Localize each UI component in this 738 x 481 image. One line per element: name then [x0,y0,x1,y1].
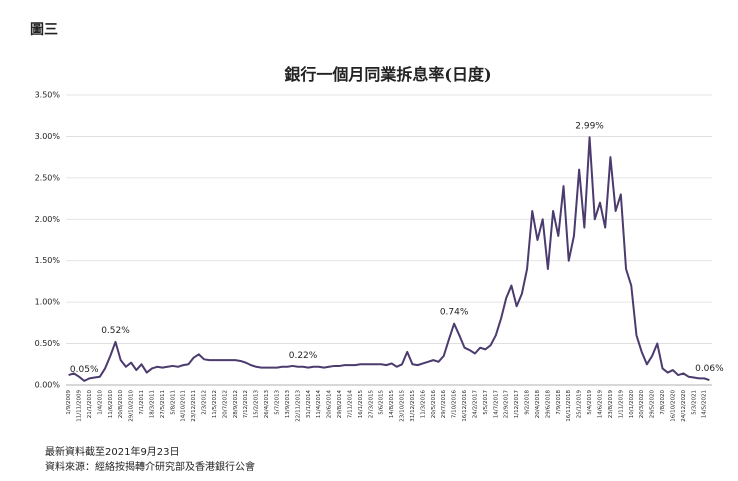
x-tick-label: 27/5/2011 [160,390,166,418]
data-label: 0.74% [440,308,469,318]
x-tick-label: 11/3/2016 [420,390,426,419]
x-tick-label: 11/5/2012 [212,390,218,418]
x-tick-label: 11/11/2009 [77,390,83,422]
x-tick-label: 5/3/2021 [691,390,697,415]
x-tick-label: 16/12/2016 [462,390,468,422]
x-tick-label: 20/8/2010 [118,390,124,419]
x-tick-label: 14/7/2017 [493,390,499,419]
x-tick-label: 29/7/2016 [441,390,447,419]
x-tick-label: 14/6/2019 [597,390,603,419]
x-tick-label: 26/4/2013 [264,390,270,419]
data-label: 0.52% [101,326,130,336]
x-tick-label: 1/9/2009 [66,390,72,415]
y-tick-label: 3.00% [35,132,61,141]
x-tick-label: 7/11/2014 [347,390,353,419]
x-tick-label: 20/5/2016 [431,390,437,419]
x-tick-label: 13/9/2013 [285,390,291,419]
x-tick-label: 9/2/2018 [525,390,531,415]
x-tick-label: 31/12/2015 [410,390,416,422]
x-tick-label: 14/10/2011 [181,390,187,422]
x-tick-label: 1/4/2010 [97,390,103,415]
x-tick-label: 18/3/2011 [149,390,155,418]
x-tick-label: 7/12/2012 [243,390,249,418]
y-tick-label: 1.00% [35,298,61,307]
x-tick-label: 7/9/2018 [556,390,562,415]
x-tick-label: 22/9/2017 [504,390,510,419]
data-line [68,136,710,382]
x-tick-label: 20/6/2014 [327,390,333,419]
x-tick-label: 24/12/2020 [681,390,687,422]
x-tick-label: 1/11/2019 [618,390,624,419]
y-tick-label: 0.50% [35,339,61,348]
y-tick-label: 0.00% [35,381,61,390]
x-tick-label: 27/3/2015 [368,390,374,419]
data-label: 0.22% [289,351,318,361]
data-label: 2.99% [575,121,604,131]
x-tick-label: 25/1/2019 [577,390,583,419]
x-tick-label: 5/8/2011 [170,390,176,415]
x-tick-label: 29/6/2018 [545,390,551,419]
x-tick-label: 31/1/2014 [306,390,312,419]
x-tick-label: 5/4/2019 [587,390,593,415]
figure-label: 圖三 [30,21,58,38]
x-tick-label: 24/2/2017 [472,390,478,419]
x-tick-label: 29/5/2020 [650,390,656,419]
x-tick-label: 20/7/2012 [222,390,228,418]
note: 資料來源：經絡按揭轉介研究部及香港銀行公會 [45,460,255,473]
x-tick-label: 15/2/2013 [254,390,260,419]
x-tick-label: 5/7/2013 [274,390,280,415]
y-tick-label: 1.50% [35,256,61,265]
y-tick-label: 3.50% [35,91,61,100]
x-tick-label: 7/10/2016 [452,390,458,419]
x-tick-label: 21/1/2010 [87,390,93,419]
x-tick-label: 10/1/2020 [629,390,635,419]
x-tick-label: 16/10/2020 [670,390,676,422]
x-tick-label: 1/12/2017 [514,390,520,419]
x-tick-label: 28/9/2012 [233,390,239,418]
x-tick-label: 11/6/2010 [108,390,114,419]
x-tick-label: 5/5/2017 [483,390,489,415]
x-tick-label: 29/8/2014 [337,390,343,419]
chart-title: 銀行一個月同業拆息率(日度) [284,65,491,84]
data-label: 0.05% [70,365,99,375]
x-tick-label: 23/10/2015 [400,390,406,422]
x-tick-label: 20/4/2018 [535,390,541,419]
y-tick-label: 2.50% [35,173,61,182]
x-tick-label: 23/12/2011 [191,390,197,422]
x-tick-label: 2/3/2012 [202,390,208,415]
data-label: 0.06% [695,364,724,374]
x-tick-label: 29/10/2010 [129,390,135,422]
x-tick-label: 16/1/2015 [358,390,364,419]
note: 最新資料截至2021年9月23日 [45,445,180,458]
x-tick-label: 14/8/2015 [389,390,395,419]
x-tick-label: 16/11/2018 [566,390,572,422]
x-tick-label: 23/8/2019 [608,390,614,419]
x-tick-label: 22/11/2013 [295,390,301,422]
x-tick-label: 14/5/2021 [702,390,708,418]
x-tick-label: 5/6/2015 [379,390,385,415]
y-tick-label: 2.00% [35,215,61,224]
x-tick-label: 7/1/2011 [139,390,145,415]
x-tick-label: 20/3/2020 [639,390,645,419]
x-tick-label: 7/8/2020 [660,390,666,415]
x-tick-label: 11/4/2014 [316,390,322,419]
